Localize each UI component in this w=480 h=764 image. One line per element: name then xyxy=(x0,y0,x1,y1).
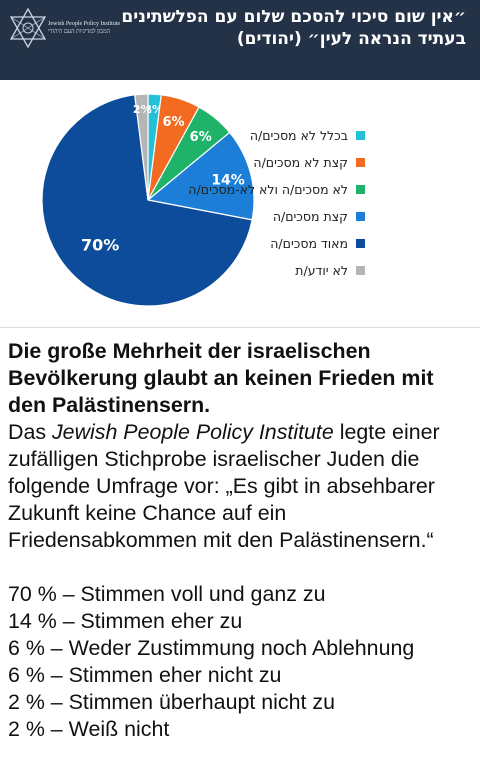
article-headline: Die große Mehrheit der israelischen Bevö… xyxy=(8,339,434,417)
divider xyxy=(0,327,480,328)
pie-value-label: 14% xyxy=(211,172,245,188)
pie-value-label: 6% xyxy=(190,130,212,145)
stat-line: 70 % – Stimmen voll und ganz zu xyxy=(8,582,326,606)
legend-item: מאוד מסכים/ה xyxy=(188,230,365,257)
stats-list: 70 % – Stimmen voll und ganz zu 14 % – St… xyxy=(8,581,476,743)
article-body-institute: Jewish People Policy Institute xyxy=(51,420,334,444)
institute-name-he: המכון למדיניות העם היהודי xyxy=(48,29,111,35)
pie-value-label: 2% xyxy=(144,103,163,116)
legend-label: בכלל לא מסכים/ה xyxy=(249,128,348,143)
stat-line: 6 % – Stimmen eher nicht zu xyxy=(8,663,282,687)
chart-title-line-1: ״אין שום סיכוי להסכם שלום עם הפלשתינים xyxy=(121,7,466,27)
legend-swatch xyxy=(356,266,365,275)
legend-item: קצת לא מסכים/ה xyxy=(188,149,365,176)
legend-label: קצת מסכים/ה xyxy=(272,209,348,224)
legend-label: קצת לא מסכים/ה xyxy=(253,155,348,170)
institute-name: Jewish People Policy Institute המכון למד… xyxy=(48,20,121,36)
chart-title: ״אין שום סיכוי להסכם שלום עם הפלשתינים ב… xyxy=(121,6,466,50)
legend-swatch xyxy=(356,239,365,248)
article-body-intro: Das xyxy=(8,420,52,444)
legend-swatch xyxy=(356,131,365,140)
article-body: Das Jewish People Policy Institute legte… xyxy=(8,419,476,554)
legend-swatch xyxy=(356,158,365,167)
institute-name-en: Jewish People Policy Institute xyxy=(48,21,121,27)
legend-label: מאוד מסכים/ה xyxy=(270,236,348,251)
header-banner: Jewish People Policy Institute המכון למד… xyxy=(0,0,480,80)
pie-value-label: 70% xyxy=(81,236,119,255)
stat-line: 14 % – Stimmen eher zu xyxy=(8,609,243,633)
pie-value-label: 2% xyxy=(133,103,152,116)
legend-item: קצת מסכים/ה xyxy=(188,203,365,230)
legend-item: לא יודע/ת xyxy=(188,257,365,284)
legend-item: בכלל לא מסכים/ה xyxy=(188,122,365,149)
chart-area: 2% 6% 6% 14% 70% 2% בכלל לא מסכים/ה קצת לא מסכ… xyxy=(0,80,480,320)
chart-legend: בכלל לא מסכים/ה קצת לא מסכים/ה לא מסכים/ה … xyxy=(188,122,365,284)
stat-line: 2 % – Weiß nicht xyxy=(8,717,170,741)
legend-label: לא מסכים/ה ולא לא-מסכים/ה xyxy=(188,182,348,197)
chart-title-line-2: בעתיד הנראה לעין״ (יהודים) xyxy=(236,29,466,49)
article: Die große Mehrheit der israelischen Bevö… xyxy=(8,338,476,743)
stat-line: 2 % – Stimmen überhaupt nicht zu xyxy=(8,690,335,714)
pie-slice xyxy=(134,93,149,201)
pie-chart: 2%6%6%14%70%2% xyxy=(41,93,255,307)
institute-logo-icon xyxy=(9,7,47,49)
legend-swatch xyxy=(356,185,365,194)
pie-value-label: 6% xyxy=(163,115,185,130)
pie-slice xyxy=(146,131,255,221)
legend-label: לא יודע/ת xyxy=(295,263,348,278)
pie-slice xyxy=(41,94,253,307)
stat-line: 6 % – Weder Zustimmung noch Ablehnung xyxy=(8,636,415,660)
article-body-rest: legte einer zufälligen Stichprobe israel… xyxy=(8,420,440,552)
legend-item: לא מסכים/ה ולא לא-מסכים/ה xyxy=(188,176,365,203)
legend-swatch xyxy=(356,212,365,221)
